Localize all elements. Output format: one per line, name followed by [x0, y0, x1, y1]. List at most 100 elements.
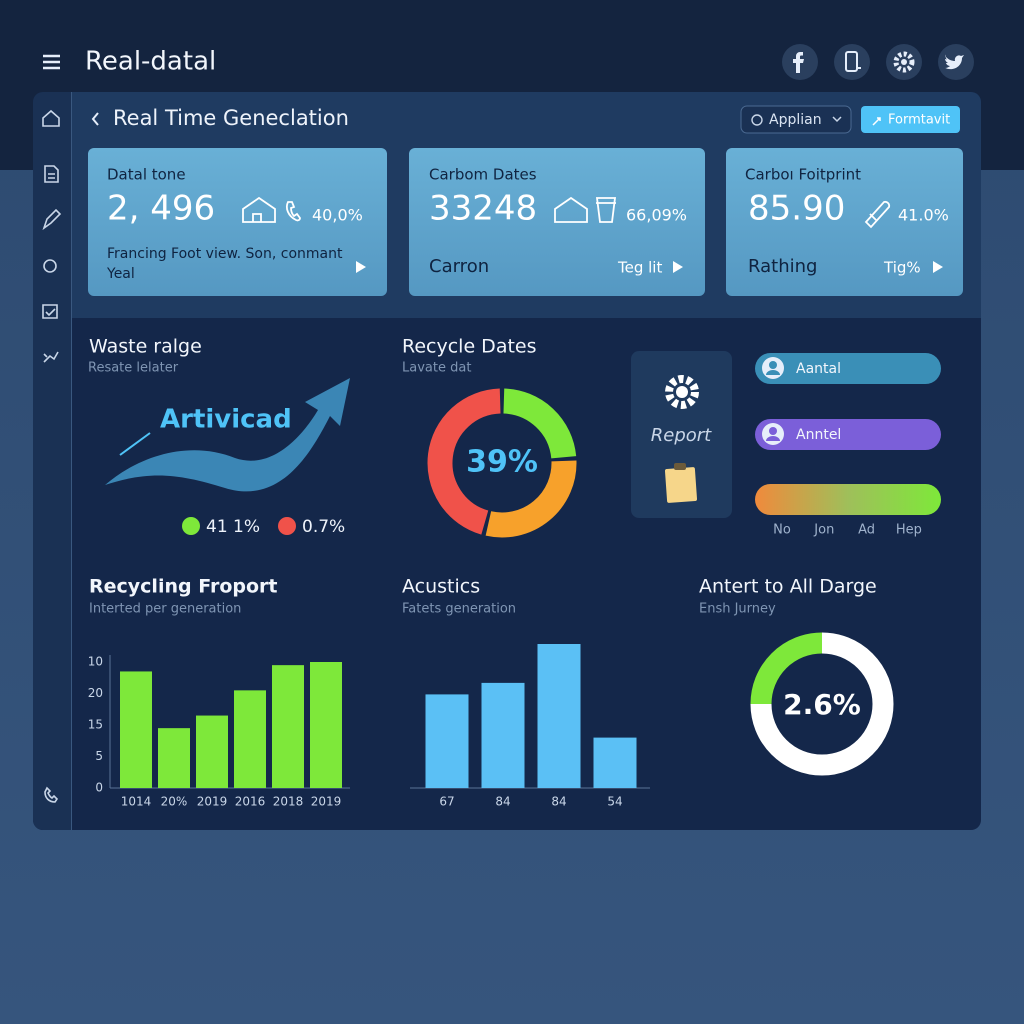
scale-label: No — [773, 523, 791, 538]
bar-chart: 10 20 15 5 0 1014 20% 2019 2016 2018 2019 — [88, 655, 342, 809]
section-title: Waste ralge — [89, 336, 202, 358]
y-tick-label: 15 — [88, 718, 103, 732]
y-tick-label: 0 — [95, 781, 103, 795]
facebook-icon[interactable] — [782, 44, 818, 80]
card[interactable]: Datal tone 2, 496 40,0% Francing Foot vi… — [88, 148, 387, 296]
scale-labels: No Jon Ad Hep — [773, 523, 922, 538]
card-label: Carbom Dates — [429, 166, 537, 184]
section-subtitle: Interted per generation — [89, 602, 241, 617]
bar — [120, 671, 152, 788]
section-title: Recycle Dates — [402, 336, 537, 358]
card-value: 85.90 — [748, 189, 845, 229]
section-title: Acustics — [402, 576, 480, 598]
y-tick-label: 5 — [95, 749, 103, 763]
donut-segment — [485, 460, 577, 538]
pill-label: Anntel — [796, 427, 841, 443]
card-description: Yeal — [106, 266, 135, 282]
donut-segment — [502, 388, 577, 459]
card-label: Carboı Foitprint — [745, 166, 861, 184]
tool-icon — [864, 200, 891, 229]
card-value: 33248 — [429, 189, 537, 229]
card-value: 2, 496 — [107, 189, 215, 229]
action-button[interactable]: Formtavit — [861, 106, 960, 133]
play-icon[interactable] — [673, 261, 683, 273]
dropdown[interactable]: Applian — [740, 105, 852, 134]
legend-dot — [182, 517, 200, 535]
card-percent: 41.0% — [898, 206, 949, 225]
legend-label: 0.7% — [302, 517, 345, 537]
card[interactable]: Carboı Foitprint 85.90 41.0% Rathing Tig… — [726, 148, 963, 296]
phone-icon[interactable] — [44, 786, 59, 803]
twitter-icon[interactable] — [938, 44, 974, 80]
app-title: Real-datal — [85, 47, 216, 77]
pill[interactable]: Anntel — [755, 419, 941, 450]
cup-icon — [595, 197, 617, 223]
bar-chart: 67 84 84 54 — [425, 644, 637, 809]
action-button-label: Formtavit — [888, 113, 950, 128]
check-icon[interactable] — [42, 304, 58, 319]
x-tick-label: 2016 — [235, 795, 266, 809]
x-tick-label: 54 — [607, 795, 622, 809]
donut-center: 39% — [466, 445, 538, 480]
card-footer: Carron — [429, 256, 489, 277]
section-subtitle: Fatets generation — [402, 602, 516, 617]
home-icon[interactable] — [42, 109, 60, 127]
brush-icon[interactable] — [43, 259, 57, 273]
pill-label: Aantal — [796, 361, 841, 377]
x-tick-label: 20% — [161, 795, 188, 809]
card-description: Francing Foot view. Son, conmant — [107, 246, 343, 262]
pill[interactable]: Aantal — [755, 353, 941, 384]
edit-icon[interactable] — [42, 208, 62, 231]
back-icon[interactable] — [91, 112, 99, 126]
section-subtitle: Lavate dat — [402, 361, 471, 376]
play-icon[interactable] — [356, 261, 366, 273]
card-label: Datal tone — [107, 166, 186, 184]
x-tick-label: 2019 — [197, 795, 228, 809]
scale-label: Jon — [813, 523, 834, 538]
report-card[interactable]: Report — [631, 351, 732, 518]
sidebar-icons[interactable] — [42, 109, 62, 803]
bar — [158, 728, 190, 788]
section-subtitle: Ensh Jurney — [699, 602, 776, 617]
bar — [593, 737, 637, 788]
card[interactable]: Carbom Dates 33248 66,09% Carron Teg lit — [409, 148, 705, 296]
donut-segment — [750, 632, 823, 705]
share-icon[interactable] — [43, 351, 59, 363]
donut-segment — [427, 388, 502, 535]
card-link[interactable]: Tig% — [883, 259, 921, 277]
donut-chart — [750, 632, 894, 776]
panel-title: Real Time Geneclation — [113, 106, 349, 130]
house-icon — [554, 196, 588, 223]
trend-line — [119, 432, 151, 456]
gradient-scale — [755, 484, 941, 515]
house-icon — [242, 196, 276, 223]
report-label: Report — [651, 425, 712, 446]
card-link[interactable]: Teg lit — [617, 259, 662, 277]
legend-dot — [278, 517, 296, 535]
dropdown-label: Applian — [769, 112, 822, 128]
donut-chart — [427, 388, 577, 538]
menu-icon[interactable] — [43, 54, 60, 70]
bar — [272, 665, 304, 788]
bar — [310, 662, 342, 788]
docs-icon[interactable] — [44, 165, 59, 183]
device-icon[interactable] — [834, 44, 870, 80]
settings-icon[interactable] — [886, 44, 922, 80]
trend-wave — [105, 378, 350, 492]
section-title: Recycling Froport — [89, 576, 278, 598]
bar — [537, 644, 581, 788]
donut-segment — [750, 632, 894, 776]
y-tick-label: 10 — [88, 655, 103, 669]
x-tick-label: 1014 — [121, 795, 152, 809]
sidebar — [33, 92, 72, 830]
play-icon[interactable] — [933, 261, 943, 273]
section-title: Antert to All Darge — [699, 576, 877, 598]
legend-label: 41 1% — [206, 517, 260, 537]
phone-icon — [285, 201, 301, 222]
card-percent: 40,0% — [312, 206, 363, 225]
x-tick-label: 2019 — [311, 795, 342, 809]
y-tick-label: 20 — [88, 686, 103, 700]
bar — [196, 715, 228, 788]
